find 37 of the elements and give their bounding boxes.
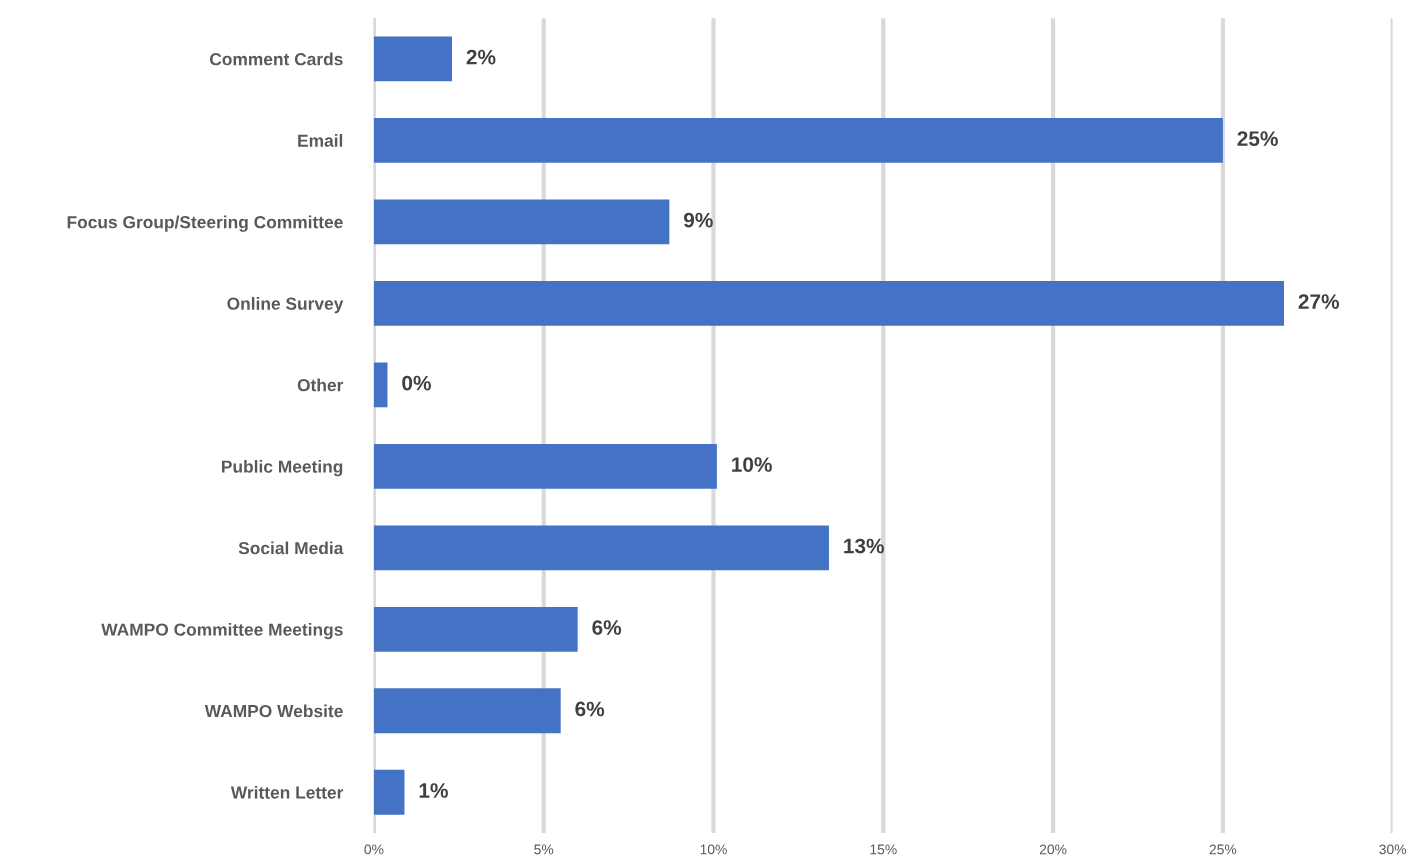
data-label: 10%: [732, 457, 772, 472]
y-tick-label: Focus Group/Steering Committee: [67, 215, 343, 232]
y-tick-label: Social Media: [238, 541, 344, 555]
x-tick-label: 5%: [534, 844, 554, 855]
y-tick-label: Online Survey: [227, 297, 344, 314]
bar: [373, 117, 1223, 163]
y-tick-label: WAMPO Website: [204, 704, 343, 718]
data-label: 2%: [466, 49, 496, 65]
y-tick-label: Other: [297, 378, 344, 392]
y-tick-label: Public Meeting: [222, 460, 343, 477]
x-tick-label: 15%: [870, 844, 897, 855]
data-label: 27%: [1298, 294, 1340, 309]
data-label: 13%: [844, 538, 884, 554]
x-tick-label: 20%: [1039, 844, 1067, 855]
data-label: 9%: [683, 212, 713, 228]
bar: [373, 443, 717, 489]
bar: [373, 688, 561, 734]
x-tick-label: 25%: [1209, 844, 1237, 855]
data-label: 6%: [592, 620, 622, 635]
bar: [373, 362, 388, 408]
y-tick-label: Email: [298, 134, 343, 147]
bar: [373, 769, 405, 815]
y-tick-label: WAMPO Committee Meetings: [101, 623, 343, 640]
bar: [373, 280, 1284, 326]
data-label: 25%: [1237, 131, 1278, 146]
y-tick-label: Written Letter: [230, 785, 344, 799]
data-label: 6%: [575, 701, 605, 717]
bar: [373, 36, 453, 82]
bar: [373, 525, 829, 571]
x-tick-label: 10%: [700, 844, 727, 855]
data-label: 0%: [402, 375, 431, 391]
bar: [373, 606, 578, 652]
y-tick-label: Comment Cards: [209, 52, 343, 66]
data-label: 1%: [419, 783, 448, 798]
x-tick-label: 30%: [1379, 844, 1407, 855]
bar: [373, 199, 670, 245]
x-tick-label: 0%: [364, 844, 384, 855]
